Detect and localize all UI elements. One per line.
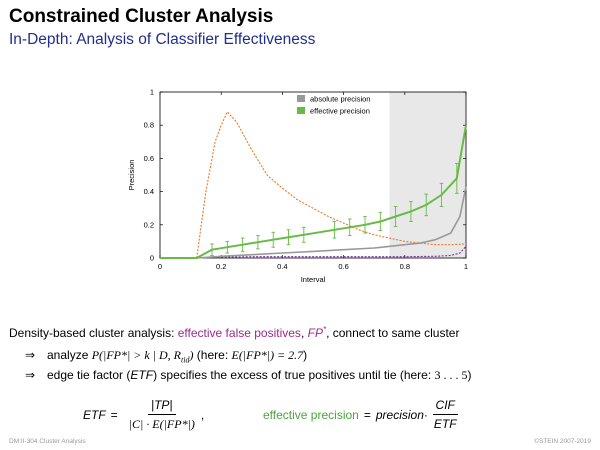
main-statement: Density-based cluster analysis: effectiv… (9, 325, 459, 340)
x-tick-label: 0.2 (216, 262, 226, 271)
etf-fraction: |TP| |C| · E(|FP*|) (128, 398, 195, 431)
etf-term: ETF (130, 368, 154, 382)
series-line-solid-gray (160, 186, 467, 259)
statement-rest: , connect to same cluster (326, 326, 460, 340)
fp-star-symbol: FP* (307, 325, 327, 340)
y-tick-label: 0.2 (144, 220, 154, 229)
x-tick-label: 1 (464, 262, 468, 271)
implies-icon: ⇒ (25, 368, 36, 382)
series-line-dotted-orange (196, 110, 467, 259)
slide-title: Constrained Cluster Analysis (9, 6, 274, 27)
y-tick-label: 1 (150, 88, 154, 97)
precision-chart: 0 0.2 0.4 0.6 0.8 1 0 0.2 0.4 0.6 0.8 1 Interval Prec… (127, 88, 468, 285)
plot-frame (159, 91, 467, 259)
probability-formula: P(|FP*| > k | D, Rtid) (91, 348, 194, 365)
shaded-region (389, 92, 466, 258)
y-axis-label: Precision (127, 160, 136, 191)
etf-formula: ETF = |TP| |C| · E(|FP*|) , (83, 398, 205, 431)
slide-subtitle: In-Depth: Analysis of Classifier Effecti… (9, 31, 316, 48)
x-tick-label: 0 (158, 262, 162, 271)
x-tick-label: 0.8 (400, 262, 410, 271)
y-tick-label: 0 (150, 254, 154, 263)
footer-left: DM:II-304 Cluster Analysis (9, 438, 86, 445)
bullet-analyze: ⇒ analyze P(|FP*| > k | D, Rtid) (here: E… (25, 348, 308, 365)
statement-text: Density-based cluster analysis: (9, 326, 178, 340)
legend-label: effective precision (310, 107, 370, 116)
statement-comma: , (300, 326, 308, 340)
legend-label: absolute precision (310, 95, 370, 104)
bullet-etf: ⇒ edge tie factor (ETF) specifies the exc… (25, 368, 472, 382)
y-tick-label: 0.4 (144, 187, 154, 196)
cif-fraction: CIF ETF (432, 398, 458, 431)
series-line-solid-green (160, 125, 467, 259)
x-tick-label: 0.4 (277, 262, 287, 271)
effective-false-positives-term: effective false positives (177, 326, 301, 340)
series-line-dotted-purple (196, 246, 467, 259)
etf-range: 3 . . . 5 (434, 368, 468, 382)
footer-right: ©STEIN 2007-2019 (534, 438, 591, 445)
effective-precision-formula: effective precision = precision · CIF ET… (263, 398, 463, 431)
x-axis-label: Interval (301, 275, 326, 284)
x-tick-label: 0.6 (338, 262, 348, 271)
y-tick-label: 0.6 (144, 154, 154, 163)
expectation-formula: E(|FP*|) = 2.7 (231, 348, 304, 362)
legend-swatch (297, 95, 305, 102)
y-tick-label: 0.8 (144, 121, 154, 130)
implies-icon: ⇒ (25, 348, 36, 362)
legend-swatch (297, 107, 305, 114)
